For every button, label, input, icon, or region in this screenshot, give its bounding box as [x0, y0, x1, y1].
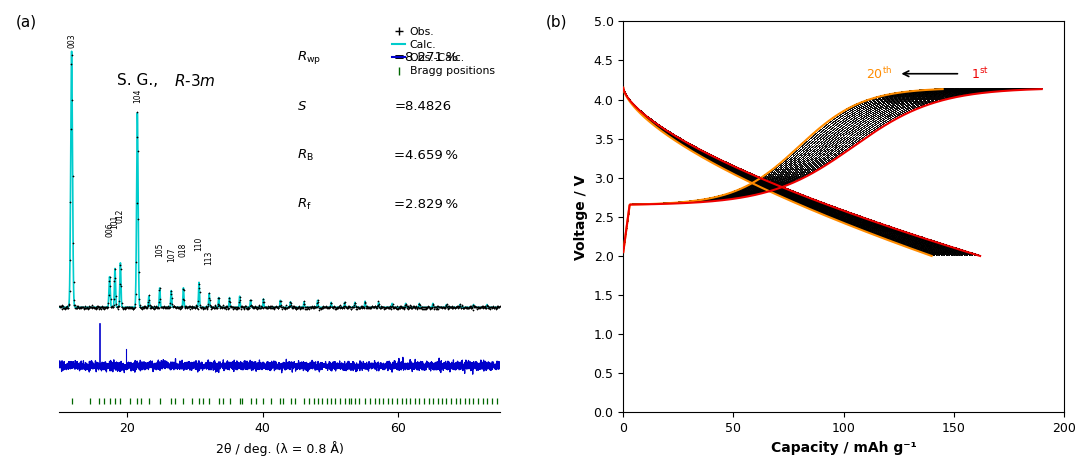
Text: =4.659 %: =4.659 % — [394, 149, 458, 162]
Text: =8.4826: =8.4826 — [394, 100, 451, 113]
Legend: Obs., Calc., Obs.-Calc., Bragg positions: Obs., Calc., Obs.-Calc., Bragg positions — [392, 27, 495, 76]
Text: $R_\mathrm{wp}$: $R_\mathrm{wp}$ — [297, 48, 322, 65]
Text: $\mathit{R}$-3$\mathit{m}$: $\mathit{R}$-3$\mathit{m}$ — [174, 73, 216, 89]
Text: 105: 105 — [156, 242, 164, 256]
Text: 006: 006 — [105, 222, 114, 237]
Text: 012: 012 — [116, 209, 125, 223]
Text: 101: 101 — [110, 214, 120, 229]
Text: 1$^\mathrm{st}$: 1$^\mathrm{st}$ — [971, 66, 989, 82]
Text: $R_\mathrm{f}$: $R_\mathrm{f}$ — [297, 197, 312, 212]
Text: $S$: $S$ — [297, 100, 308, 113]
Text: (a): (a) — [16, 14, 38, 29]
Text: =8.271 %: =8.271 % — [394, 51, 458, 64]
Text: 113: 113 — [205, 251, 214, 265]
Text: $R_\mathrm{B}$: $R_\mathrm{B}$ — [297, 148, 314, 163]
Text: 003: 003 — [67, 33, 76, 48]
Text: (b): (b) — [545, 14, 567, 29]
Text: 104: 104 — [133, 89, 141, 103]
Text: 110: 110 — [194, 237, 203, 251]
X-axis label: 2θ / deg. (λ = 0.8 Å): 2θ / deg. (λ = 0.8 Å) — [216, 441, 343, 456]
Text: 107: 107 — [166, 248, 176, 262]
Text: =2.829 %: =2.829 % — [394, 198, 458, 211]
X-axis label: Capacity / mAh g⁻¹: Capacity / mAh g⁻¹ — [771, 441, 917, 455]
Text: S. G.,: S. G., — [117, 73, 163, 89]
Text: 018: 018 — [179, 242, 188, 256]
Text: 20$^\mathrm{th}$: 20$^\mathrm{th}$ — [866, 66, 892, 82]
Y-axis label: Voltage / V: Voltage / V — [573, 174, 588, 260]
